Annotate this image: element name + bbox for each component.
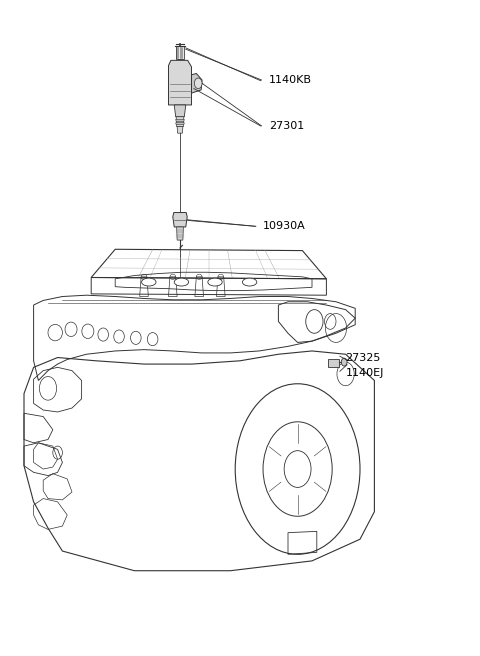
Polygon shape xyxy=(176,46,184,59)
Ellipse shape xyxy=(142,278,156,286)
Text: 1140EJ: 1140EJ xyxy=(346,367,384,378)
Text: 1140KB: 1140KB xyxy=(269,75,312,85)
Circle shape xyxy=(341,358,347,366)
Polygon shape xyxy=(328,359,339,367)
Polygon shape xyxy=(177,127,183,133)
Polygon shape xyxy=(176,119,184,121)
Text: 27301: 27301 xyxy=(269,121,304,131)
Ellipse shape xyxy=(174,278,189,286)
Polygon shape xyxy=(173,213,187,227)
Polygon shape xyxy=(176,123,184,125)
Text: 27325: 27325 xyxy=(346,352,381,363)
Ellipse shape xyxy=(242,278,257,286)
Polygon shape xyxy=(176,117,184,127)
Polygon shape xyxy=(192,73,202,93)
Ellipse shape xyxy=(208,278,222,286)
Polygon shape xyxy=(174,105,186,117)
Polygon shape xyxy=(168,60,192,105)
Text: 10930A: 10930A xyxy=(263,221,306,232)
Circle shape xyxy=(194,78,202,89)
Polygon shape xyxy=(177,227,183,240)
